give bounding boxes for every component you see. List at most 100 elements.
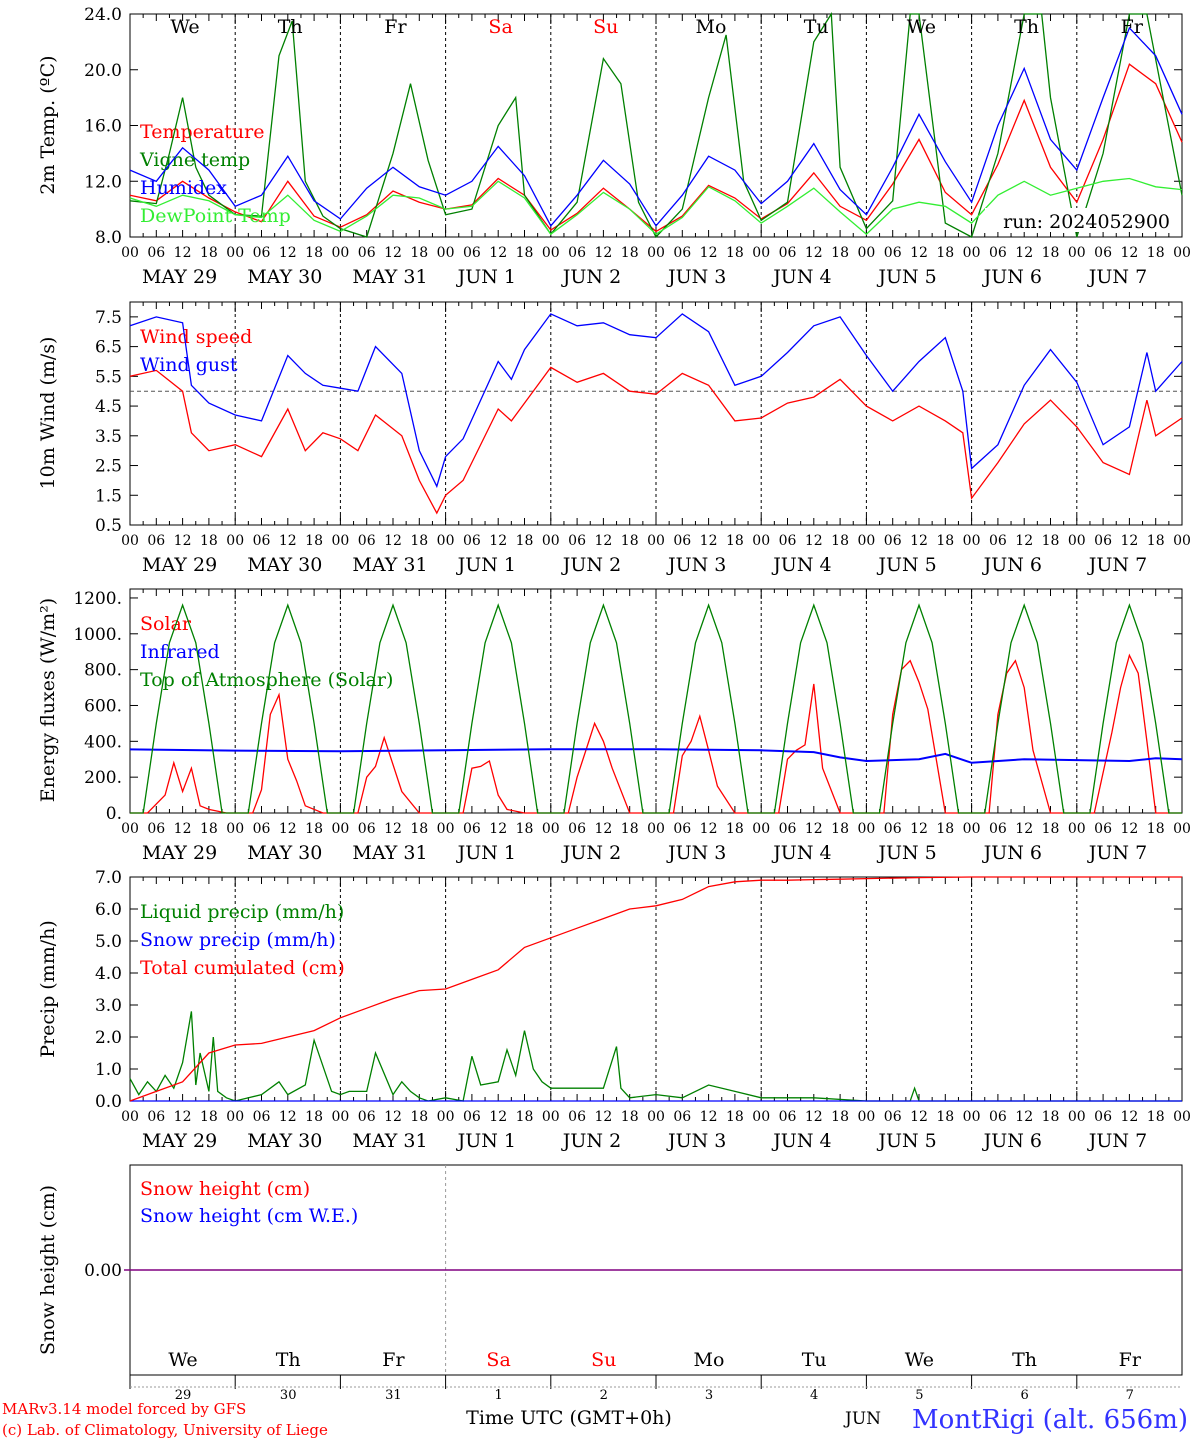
x-hour-label: 18 xyxy=(1147,533,1165,549)
x-date-label: JUN 5 xyxy=(876,554,936,576)
y-tick-label: 2.5 xyxy=(95,457,122,477)
x-hour-label: 12 xyxy=(174,1109,192,1125)
y-tick-label: 400. xyxy=(84,732,122,752)
series-line-wind-gust xyxy=(129,313,1183,489)
run-label-bg xyxy=(985,208,1175,232)
x-hour-label: 06 xyxy=(253,1109,271,1125)
x-hour-label: 18 xyxy=(1042,245,1060,261)
x-hour-label: 12 xyxy=(594,533,612,549)
day-number-label: 3 xyxy=(705,1388,713,1403)
x-hour-label: 18 xyxy=(305,533,323,549)
panel-3: 0. 200. 400. 600. 800. 1000. 1200. 00 06 12 18 MAY … xyxy=(37,588,1191,864)
y-axis-label: Precip (mm/h) xyxy=(37,920,59,1058)
y-tick-label: 3.5 xyxy=(95,427,122,447)
y-tick-label: 1.0 xyxy=(95,1060,122,1080)
x-hour-label: 18 xyxy=(516,533,534,549)
x-hour-label: 00 xyxy=(647,821,665,837)
x-date-label: MAY 29 xyxy=(142,842,217,864)
legend-entry: Wind speed xyxy=(140,326,252,348)
x-hour-label: 06 xyxy=(358,821,376,837)
x-date-label: JUN 7 xyxy=(1087,1130,1147,1152)
y-axis-label: 10m Wind (m/s) xyxy=(37,337,59,490)
day-number-label: 30 xyxy=(280,1388,297,1403)
x-hour-label: 18 xyxy=(1042,1109,1060,1125)
x-hour-label: 18 xyxy=(410,533,428,549)
x-date-label: JUN 2 xyxy=(561,266,621,288)
weekday-label: Th xyxy=(278,16,303,38)
x-date-label: JUN 3 xyxy=(666,842,726,864)
y-tick-label: 20.0 xyxy=(84,61,122,81)
weekday-label: Sa xyxy=(486,1349,510,1371)
x-hour-label: 12 xyxy=(805,245,823,261)
legend-entry: Temperature xyxy=(140,121,264,143)
x-date-label: JUN 3 xyxy=(666,266,726,288)
x-hour-label: 12 xyxy=(489,245,507,261)
x-hour-label: 00 xyxy=(121,245,139,261)
x-hour-label: 18 xyxy=(936,533,954,549)
series-line-infrared xyxy=(129,748,1183,764)
x-date-label: JUN 1 xyxy=(456,842,516,864)
weekday-label: Mo xyxy=(694,1349,725,1371)
x-hour-label: 12 xyxy=(910,1109,928,1125)
x-date-label: JUN 5 xyxy=(876,266,936,288)
x-hour-label: 12 xyxy=(1015,533,1033,549)
x-hour-label: 00 xyxy=(752,1109,770,1125)
y-tick-label: 4.5 xyxy=(95,397,122,417)
x-hour-label: 06 xyxy=(568,245,586,261)
x-hour-label: 06 xyxy=(779,533,797,549)
x-hour-label: 06 xyxy=(779,245,797,261)
series-line-wind-speed xyxy=(129,366,1183,515)
x-hour-label: 00 xyxy=(1068,245,1086,261)
y-tick-label: 16.0 xyxy=(84,117,122,137)
x-hour-label: 00 xyxy=(1068,533,1086,549)
x-hour-label: 12 xyxy=(700,821,718,837)
x-hour-label: 00 xyxy=(752,821,770,837)
series-line-top-of-atmosphere-solar- xyxy=(130,603,1182,814)
day-number-label: 29 xyxy=(175,1388,192,1403)
x-date-label: JUN 5 xyxy=(876,842,936,864)
x-hour-label: 06 xyxy=(358,245,376,261)
x-hour-label: 18 xyxy=(1147,821,1165,837)
legend-entry: Wind gust xyxy=(140,354,238,376)
x-hour-label: 12 xyxy=(1015,245,1033,261)
x-hour-label: 00 xyxy=(437,533,455,549)
x-hour-label: 12 xyxy=(174,245,192,261)
x-date-label: MAY 31 xyxy=(352,554,427,576)
x-hour-label: 00 xyxy=(857,245,875,261)
x-hour-label: 06 xyxy=(1094,533,1112,549)
weekday-label: Fr xyxy=(384,16,407,38)
x-hour-label: 00 xyxy=(857,821,875,837)
x-hour-label: 00 xyxy=(331,533,349,549)
x-date-label: JUN 7 xyxy=(1087,266,1147,288)
x-date-label: MAY 30 xyxy=(247,1130,322,1152)
weekday-label: We xyxy=(907,16,936,38)
x-hour-label: 06 xyxy=(1094,1109,1112,1125)
x-hour-label: 18 xyxy=(410,245,428,261)
x-hour-label: 00 xyxy=(121,1109,139,1125)
x-hour-label: 06 xyxy=(779,821,797,837)
x-hour-label: 18 xyxy=(1042,821,1060,837)
x-date-label: MAY 30 xyxy=(247,554,322,576)
x-hour-label: 06 xyxy=(673,1109,691,1125)
series-line-total-cumulated-cm- xyxy=(129,876,1182,1102)
day-number-label: 1 xyxy=(494,1388,502,1403)
x-hour-label: 00 xyxy=(542,821,560,837)
legend-entry: Top of Atmosphere (Solar) xyxy=(140,669,393,691)
x-hour-label: 00 xyxy=(1173,1109,1191,1125)
x-hour-label: 12 xyxy=(805,1109,823,1125)
x-hour-label: 00 xyxy=(1173,821,1191,837)
x-hour-label: 18 xyxy=(621,821,639,837)
day-number-label: 5 xyxy=(915,1388,923,1403)
x-hour-label: 18 xyxy=(305,1109,323,1125)
x-hour-label: 18 xyxy=(200,821,218,837)
x-hour-label: 00 xyxy=(542,533,560,549)
x-hour-label: 06 xyxy=(568,821,586,837)
y-tick-label: 1.5 xyxy=(95,486,122,506)
plot-frame xyxy=(129,13,1183,238)
x-hour-label: 06 xyxy=(884,1109,902,1125)
legend-entry: Snow precip (mm/h) xyxy=(140,929,336,951)
x-date-label: JUN 2 xyxy=(561,554,621,576)
